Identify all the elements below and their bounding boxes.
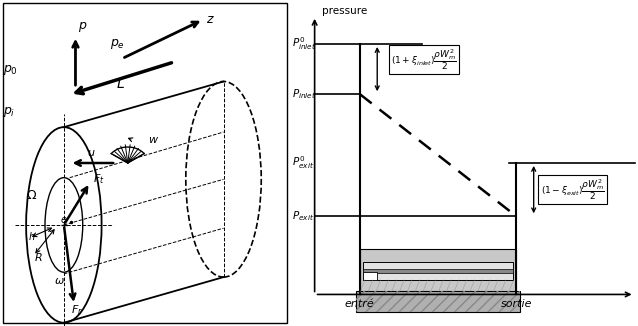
Text: $(1-\xi_{exit})\dfrac{\rho W_m^2}{2}$: $(1-\xi_{exit})\dfrac{\rho W_m^2}{2}$ [540,177,605,202]
Text: $F_t$: $F_t$ [93,172,105,186]
Text: sortie: sortie [501,299,532,309]
Text: pressure: pressure [322,6,367,16]
Text: $P_{inlet}$: $P_{inlet}$ [292,87,316,101]
Text: $p_i$: $p_i$ [3,105,15,119]
Text: $P^0_{exit}$: $P^0_{exit}$ [292,155,314,171]
Text: $p_0$: $p_0$ [3,63,18,77]
Text: $F_r$: $F_r$ [71,303,83,317]
Text: $w$: $w$ [148,135,159,145]
Bar [357,291,520,312]
Text: $P^0_{inlet}$: $P^0_{inlet}$ [292,36,316,52]
Text: $h$: $h$ [27,230,35,242]
Text: $R$: $R$ [34,251,43,263]
Bar [363,262,513,280]
Text: $\Omega$: $\Omega$ [26,189,37,202]
Bar [357,291,520,312]
Text: $\omega$: $\omega$ [54,275,64,286]
Bar [363,272,377,280]
Text: $(1+\xi_{inlet})\dfrac{\rho W_m^2}{2}$: $(1+\xi_{inlet})\dfrac{\rho W_m^2}{2}$ [391,47,457,72]
Text: $z$: $z$ [206,13,215,26]
Text: $P_{exit}$: $P_{exit}$ [292,209,314,223]
Text: $p$: $p$ [78,20,88,34]
Text: entré: entré [345,299,375,309]
Bar [360,249,516,293]
Text: $e$: $e$ [59,215,67,225]
Text: $p_e$: $p_e$ [110,37,125,51]
Text: $u$: $u$ [87,148,96,158]
Bar [363,269,513,273]
Text: $L$: $L$ [116,77,125,91]
